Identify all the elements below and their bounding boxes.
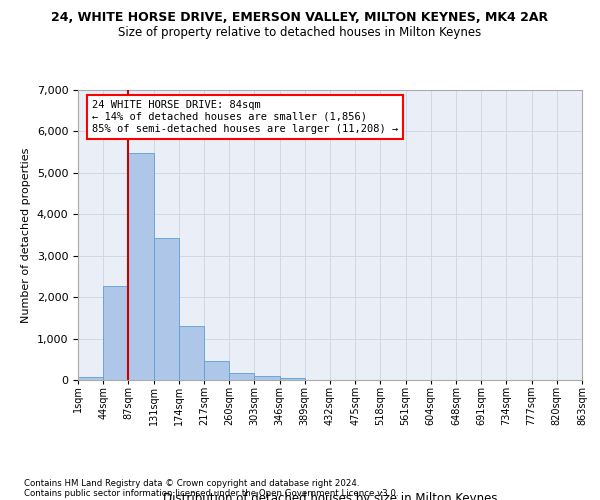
Text: 24, WHITE HORSE DRIVE, EMERSON VALLEY, MILTON KEYNES, MK4 2AR: 24, WHITE HORSE DRIVE, EMERSON VALLEY, M… [52, 11, 548, 24]
Bar [128, 153, 154, 380]
Bar [280, 378, 305, 380]
Bar [229, 373, 254, 380]
Bar [179, 326, 204, 380]
Text: Contains HM Land Registry data © Crown copyright and database right 2024.: Contains HM Land Registry data © Crown c… [24, 478, 359, 488]
Bar [103, 286, 128, 380]
Bar [78, 377, 103, 380]
Bar [204, 361, 229, 380]
X-axis label: Distribution of detached houses by size in Milton Keynes: Distribution of detached houses by size … [163, 492, 497, 500]
Text: Size of property relative to detached houses in Milton Keynes: Size of property relative to detached ho… [118, 26, 482, 39]
Bar [154, 238, 179, 380]
Text: 24 WHITE HORSE DRIVE: 84sqm
← 14% of detached houses are smaller (1,856)
85% of : 24 WHITE HORSE DRIVE: 84sqm ← 14% of det… [92, 100, 398, 134]
Bar [254, 376, 280, 380]
Y-axis label: Number of detached properties: Number of detached properties [21, 148, 31, 322]
Text: Contains public sector information licensed under the Open Government Licence v3: Contains public sector information licen… [24, 488, 398, 498]
